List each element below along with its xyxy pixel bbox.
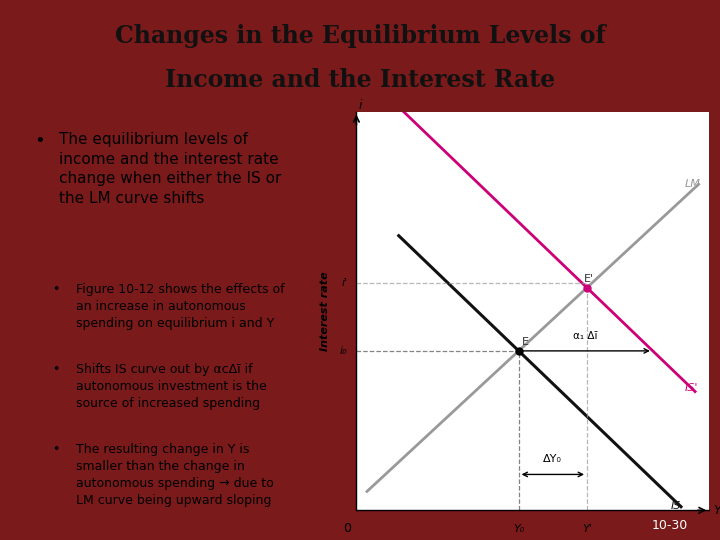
Text: •: • <box>35 132 45 150</box>
Text: •: • <box>52 363 59 376</box>
Text: LM: LM <box>685 179 701 190</box>
Text: The equilibrium levels of
income and the interest rate
change when either the IS: The equilibrium levels of income and the… <box>59 132 281 206</box>
Text: IS: IS <box>670 501 681 510</box>
Text: 0: 0 <box>343 522 351 535</box>
Text: i₀: i₀ <box>340 346 348 356</box>
Text: E: E <box>522 337 529 347</box>
Text: ΔY₀: ΔY₀ <box>544 455 562 464</box>
Text: Interest rate: Interest rate <box>320 271 330 351</box>
Text: Changes in the Equilibrium Levels of: Changes in the Equilibrium Levels of <box>114 24 606 48</box>
Text: •: • <box>52 283 59 296</box>
Text: i: i <box>358 99 361 112</box>
Text: Y: Y <box>713 504 720 517</box>
Text: Y₀: Y₀ <box>513 524 524 534</box>
Text: E': E' <box>583 274 593 284</box>
Text: α₁ Δī: α₁ Δī <box>573 331 598 341</box>
Text: 10-30: 10-30 <box>652 518 688 532</box>
Text: i': i' <box>341 278 348 288</box>
Text: •: • <box>52 443 59 456</box>
Text: Shifts IS curve out by αᴄΔī if
autonomous investment is the
source of increased : Shifts IS curve out by αᴄΔī if autonomou… <box>76 363 266 410</box>
Text: IS': IS' <box>685 383 698 393</box>
Text: Income and the Interest Rate: Income and the Interest Rate <box>165 68 555 92</box>
Text: Figure 10-12 shows the effects of
an increase in autonomous
spending on equilibr: Figure 10-12 shows the effects of an inc… <box>76 283 284 330</box>
Text: The resulting change in Y is
smaller than the change in
autonomous spending → du: The resulting change in Y is smaller tha… <box>76 443 274 507</box>
Text: Y': Y' <box>582 524 592 534</box>
